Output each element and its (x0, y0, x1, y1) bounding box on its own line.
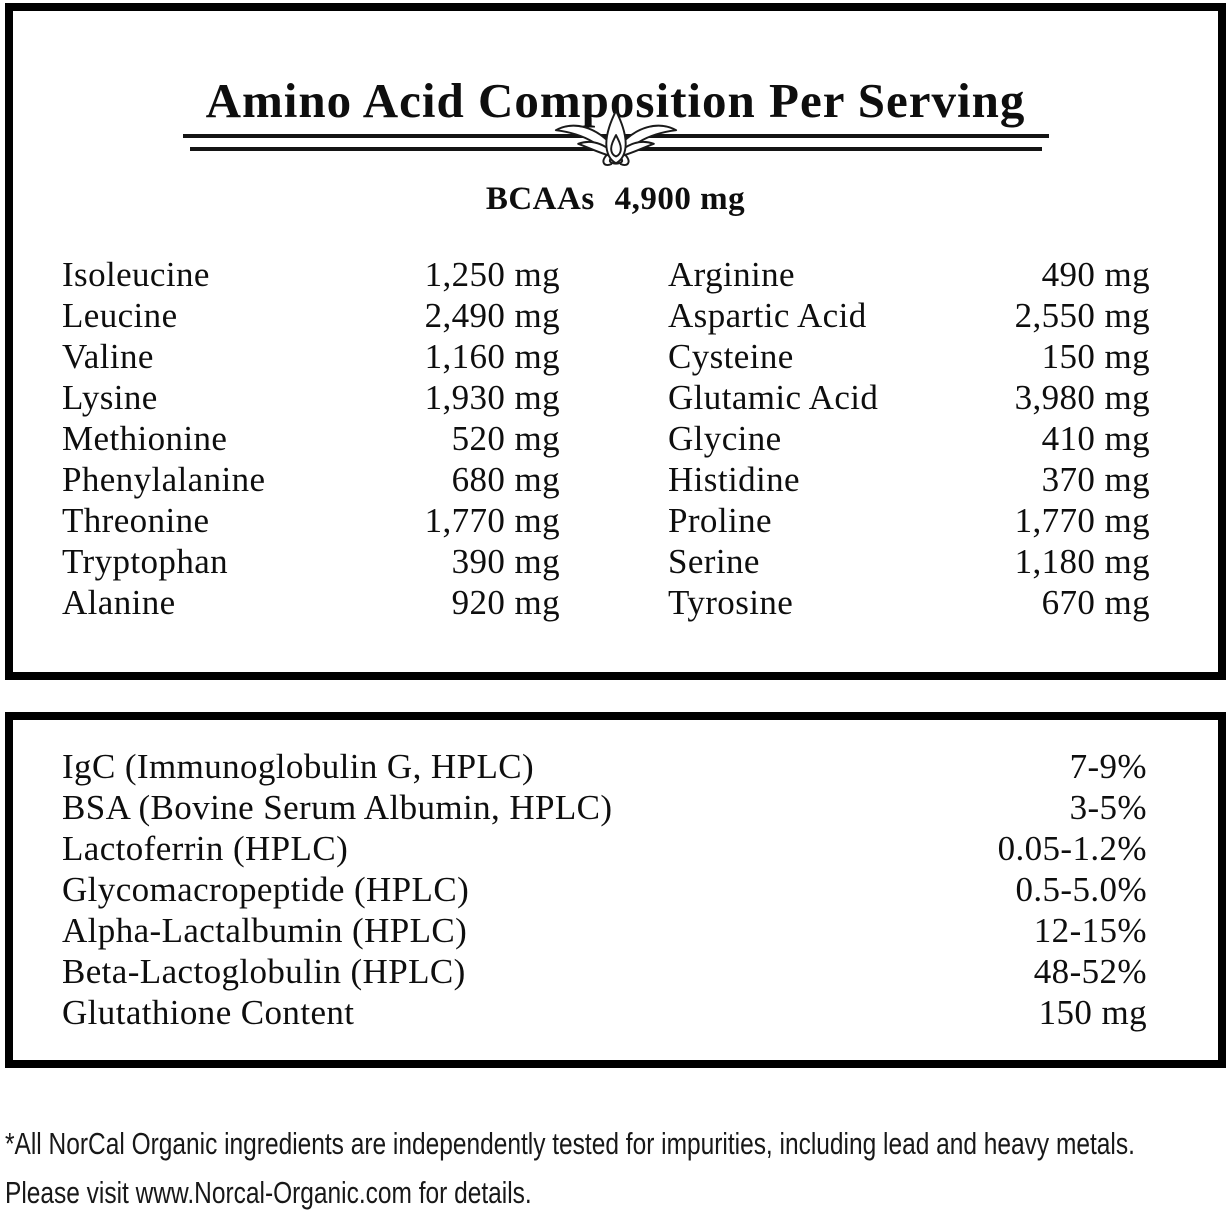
bcaas-value: 4,900 mg (614, 181, 746, 217)
ingredient-value: 3,980 mg (1014, 378, 1150, 417)
ingredient-value: 1,250 mg (424, 255, 560, 294)
ingredient-name: Methionine (62, 419, 228, 458)
ingredient-value: 390 mg (451, 542, 560, 581)
table-row: Lactoferrin (HPLC) 0.05-1.2% (62, 828, 1147, 869)
ingredient-name: Arginine (668, 255, 795, 294)
ingredient-value: 1,770 mg (1014, 501, 1150, 540)
ingredient-value: 1,930 mg (424, 378, 560, 417)
table-row: Proline 1,770 mg (668, 500, 1150, 541)
ingredient-name: BSA (Bovine Serum Albumin, HPLC) (62, 788, 613, 827)
amino-acid-panel: Amino Acid Composition Per Serving BCAAs… (5, 3, 1226, 680)
amino-table-right: Arginine 490 mg Aspartic Acid 2,550 mg Cyste… (668, 254, 1150, 623)
ingredient-value: 3-5% (1069, 788, 1147, 827)
ingredient-name: Phenylalanine (62, 460, 266, 499)
ingredient-value: 670 mg (1041, 583, 1150, 622)
table-row: Valine 1,160 mg (62, 336, 560, 377)
amino-table-left: Isoleucine 1,250 mg Leucine 2,490 mg Valine 1… (62, 254, 560, 623)
ingredient-name: Alanine (62, 583, 176, 622)
ingredient-name: Valine (62, 337, 154, 376)
table-row: Glutathione Content 150 mg (62, 992, 1147, 1033)
ingredient-value: 2,550 mg (1014, 296, 1150, 335)
ingredient-name: Lysine (62, 378, 158, 417)
ingredient-value: 2,490 mg (424, 296, 560, 335)
table-row: Aspartic Acid 2,550 mg (668, 295, 1150, 336)
ingredient-value: 1,770 mg (424, 501, 560, 540)
bcaas-summary: BCAAs 4,900 mg (13, 181, 1218, 218)
table-row: Cysteine 150 mg (668, 336, 1150, 377)
table-row: Glycomacropeptide (HPLC) 0.5-5.0% (62, 869, 1147, 910)
ingredient-name: Serine (668, 542, 760, 581)
ingredient-name: Glycine (668, 419, 782, 458)
ingredient-name: Alpha-Lactalbumin (HPLC) (62, 911, 468, 950)
table-row: Glycine 410 mg (668, 418, 1150, 459)
ingredient-name: IgC (Immunoglobulin G, HPLC) (62, 747, 535, 786)
ingredient-value: 680 mg (451, 460, 560, 499)
ingredient-value: 1,160 mg (424, 337, 560, 376)
table-row: Beta-Lactoglobulin (HPLC) 48-52% (62, 951, 1147, 992)
ingredient-value: 0.5-5.0% (1015, 870, 1147, 909)
table-row: Lysine 1,930 mg (62, 377, 560, 418)
table-row: Methionine 520 mg (62, 418, 560, 459)
ingredient-name: Glutamic Acid (668, 378, 879, 417)
ingredient-name: Tyrosine (668, 583, 794, 622)
table-row: Glutamic Acid 3,980 mg (668, 377, 1150, 418)
ingredient-value: 520 mg (451, 419, 560, 458)
ingredient-value: 7-9% (1069, 747, 1147, 786)
table-row: Phenylalanine 680 mg (62, 459, 560, 500)
table-row: Threonine 1,770 mg (62, 500, 560, 541)
ingredient-value: 370 mg (1041, 460, 1150, 499)
ingredient-value: 12-15% (1033, 911, 1147, 950)
table-row: Arginine 490 mg (668, 254, 1150, 295)
table-row: Alpha-Lactalbumin (HPLC) 12-15% (62, 910, 1147, 951)
table-row: IgC (Immunoglobulin G, HPLC) 7-9% (62, 746, 1147, 787)
ingredient-name: Tryptophan (62, 542, 229, 581)
bcaas-label: BCAAs (485, 181, 595, 217)
ingredient-name: Cysteine (668, 337, 794, 376)
ingredient-name: Threonine (62, 501, 210, 540)
ingredient-name: Leucine (62, 296, 178, 335)
lotus-fleuron-icon (554, 109, 677, 166)
ingredient-value: 490 mg (1041, 255, 1150, 294)
ingredient-value: 48-52% (1033, 952, 1147, 991)
ingredient-name: Glycomacropeptide (HPLC) (62, 870, 470, 909)
table-row: Histidine 370 mg (668, 459, 1150, 500)
table-row: Leucine 2,490 mg (62, 295, 560, 336)
ingredient-name: Glutathione Content (62, 993, 355, 1032)
ingredient-value: 150 mg (1038, 993, 1147, 1032)
table-row: Serine 1,180 mg (668, 541, 1150, 582)
protein-fractions-table: IgC (Immunoglobulin G, HPLC) 7-9% BSA (Bov… (62, 746, 1147, 1033)
ingredient-name: Isoleucine (62, 255, 210, 294)
ingredient-value: 150 mg (1041, 337, 1150, 376)
ingredient-name: Aspartic Acid (668, 296, 867, 335)
table-row: Alanine 920 mg (62, 582, 560, 623)
table-row: BSA (Bovine Serum Albumin, HPLC) 3-5% (62, 787, 1147, 828)
table-row: Tryptophan 390 mg (62, 541, 560, 582)
table-row: Tyrosine 670 mg (668, 582, 1150, 623)
table-row: Isoleucine 1,250 mg (62, 254, 560, 295)
ingredient-name: Beta-Lactoglobulin (HPLC) (62, 952, 466, 991)
ingredient-value: 0.05-1.2% (997, 829, 1147, 868)
ingredient-value: 1,180 mg (1014, 542, 1150, 581)
protein-fractions-panel: IgC (Immunoglobulin G, HPLC) 7-9% BSA (Bov… (5, 712, 1226, 1068)
ingredient-value: 410 mg (1041, 419, 1150, 458)
ingredient-name: Histidine (668, 460, 800, 499)
ingredient-name: Proline (668, 501, 772, 540)
footnote-text: *All NorCal Organic ingredients are inde… (5, 1126, 1135, 1210)
ingredient-value: 920 mg (451, 583, 560, 622)
ingredient-name: Lactoferrin (HPLC) (62, 829, 349, 868)
